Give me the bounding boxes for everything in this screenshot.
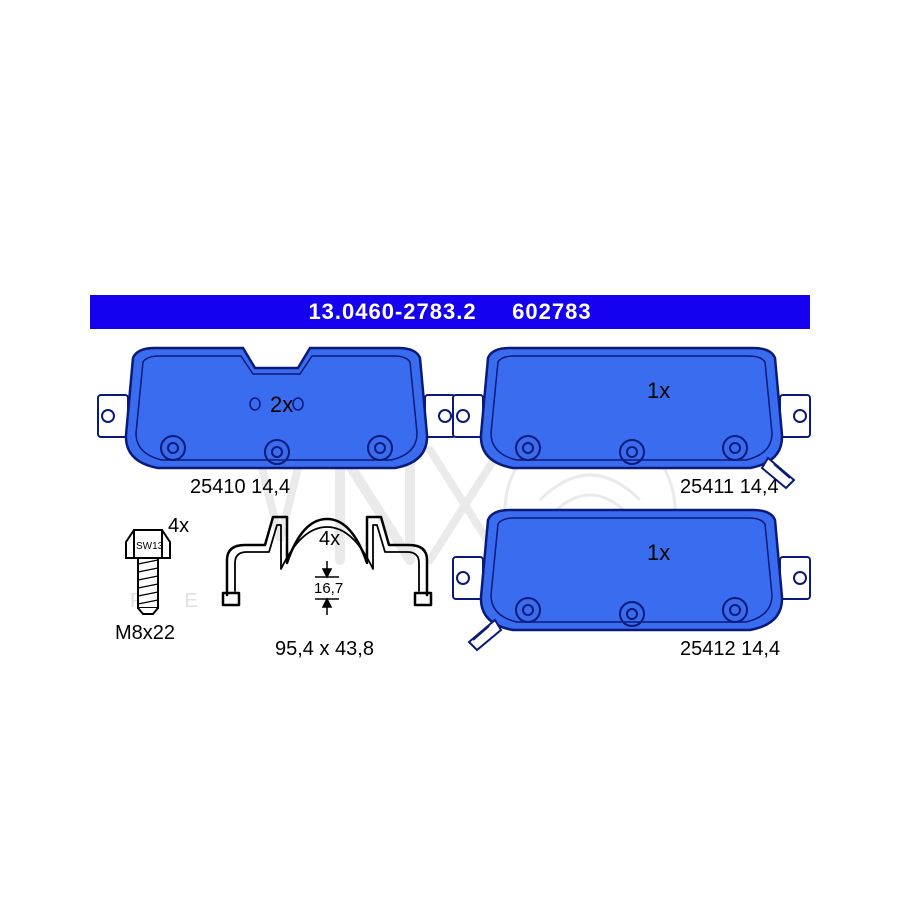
pad-25412-label: 25412 14,4 — [680, 638, 780, 661]
svg-text:16,7: 16,7 — [314, 580, 343, 597]
bolt: SW13 4x — [108, 502, 208, 642]
svg-text:1x: 1x — [647, 540, 670, 565]
svg-text:4x: 4x — [168, 515, 189, 537]
bolt-spec: M8x22 — [115, 622, 175, 645]
header-code: 602783 — [512, 299, 591, 324]
pad-25411-label: 25411 14,4 — [680, 476, 779, 499]
svg-text:4x: 4x — [319, 528, 340, 550]
spring-clip: 16,7 4x — [215, 505, 445, 645]
pad-25410-label: 25410 14,4 — [190, 476, 290, 499]
svg-text:1x: 1x — [647, 378, 670, 403]
clip-dimension: 95,4 x 43,8 — [275, 638, 374, 661]
svg-text:SW13: SW13 — [136, 541, 164, 552]
svg-text:2x: 2x — [270, 392, 293, 417]
header-part-no: 13.0460-2783.2 — [308, 299, 476, 324]
header-bar: 13.0460-2783.2 602783 — [90, 295, 810, 329]
